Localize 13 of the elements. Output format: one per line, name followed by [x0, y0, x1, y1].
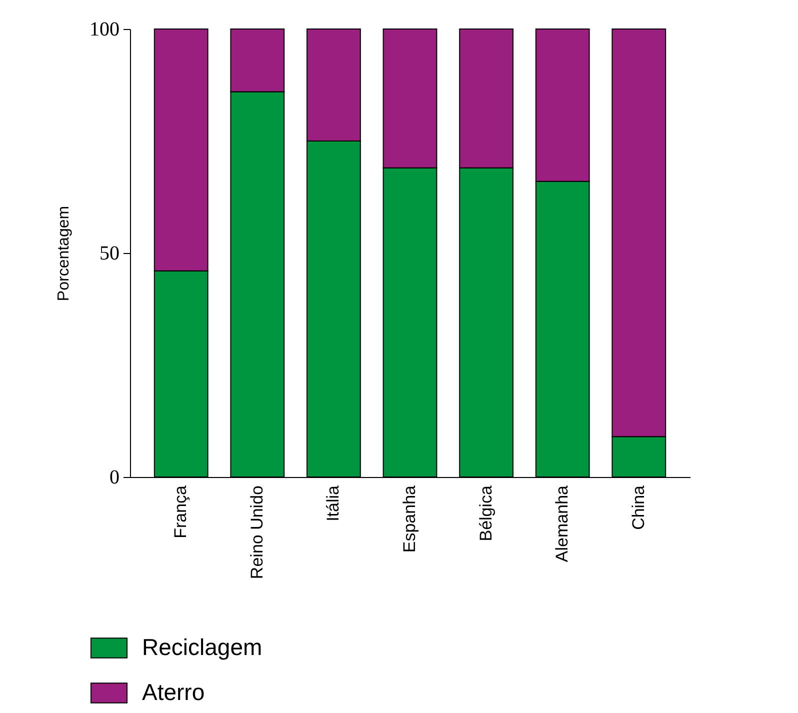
y-axis-title: Porcentagem	[56, 206, 72, 302]
y-tick-label: 0	[110, 466, 120, 488]
x-tick-label: Alemanha	[552, 484, 572, 562]
y-tick-label: 100	[90, 18, 120, 40]
x-tick-label: Itália	[324, 484, 343, 522]
x-tick-label: Reino Unido	[247, 486, 266, 580]
legend-label: Aterro	[142, 679, 205, 705]
legend-label: Reciclagem	[142, 634, 262, 660]
x-tick-label: França	[171, 484, 190, 538]
x-tick-label: China	[628, 484, 648, 530]
x-tick-label: Espanha	[400, 484, 419, 553]
y-tick-label: 50	[100, 242, 120, 264]
x-tick-label: Bélgica	[476, 484, 496, 542]
